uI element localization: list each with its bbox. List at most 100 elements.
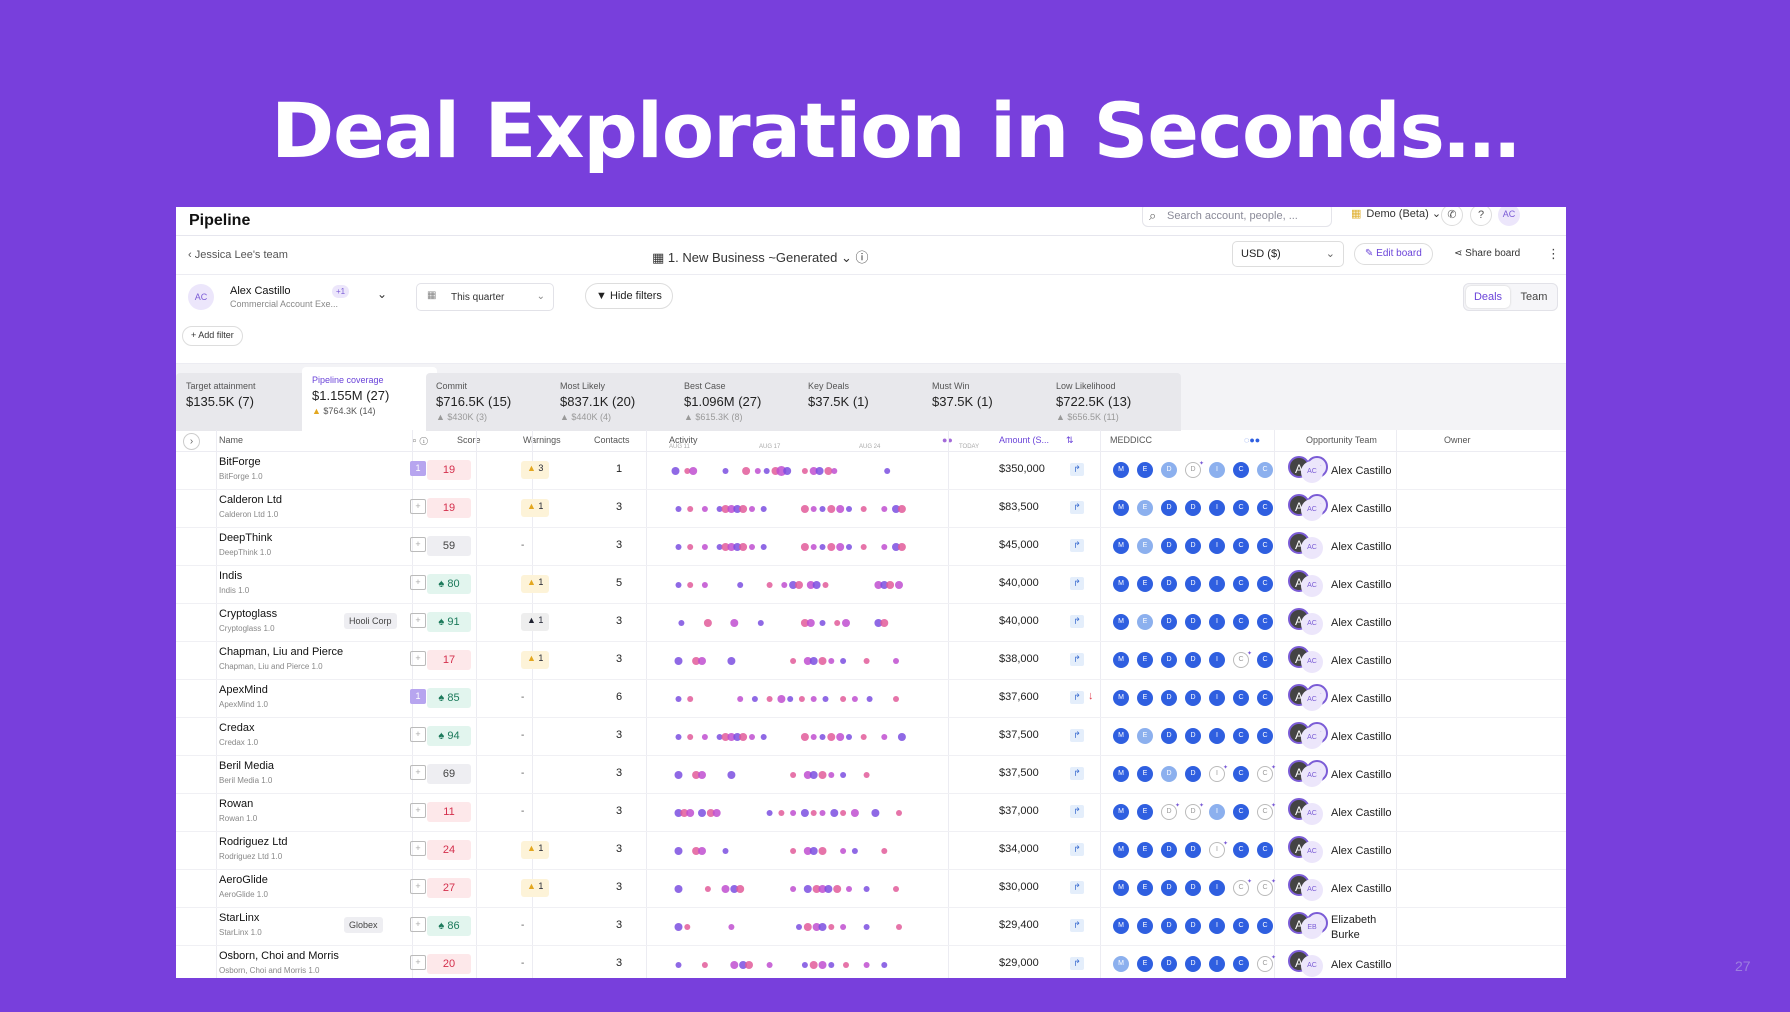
deal-name[interactable]: Osborn, Choi and Morris <box>219 950 339 962</box>
owner-name[interactable]: Alex Castillo <box>1331 655 1392 667</box>
activity-dot[interactable] <box>824 467 833 475</box>
activity-dot[interactable] <box>840 696 847 702</box>
meddicc-badge[interactable]: C <box>1257 500 1273 516</box>
meddicc-toggle-icon[interactable]: ◌●● <box>1244 435 1261 445</box>
activity-dot[interactable] <box>790 810 797 816</box>
activity-dot[interactable] <box>687 506 694 512</box>
activity-dot[interactable] <box>871 809 880 817</box>
meddicc-badge[interactable]: I <box>1209 837 1228 858</box>
meddicc-badge[interactable]: D <box>1185 690 1201 706</box>
activity-dot[interactable] <box>674 885 683 893</box>
activity-dot[interactable] <box>751 696 758 702</box>
activity-dot[interactable] <box>716 734 723 740</box>
deal-name[interactable]: DeepThink <box>219 532 273 544</box>
activity-dot[interactable] <box>803 885 812 893</box>
comment-icon[interactable]: + <box>410 917 426 932</box>
meddicc-badge[interactable]: C <box>1257 728 1273 744</box>
comment-icon[interactable]: + <box>410 651 426 666</box>
table-row[interactable]: ApexMind ApexMind 1.0 1 ♠ 85-6 $37,600 ↱ ↓ M E D D… <box>176 680 1566 718</box>
activity-dot[interactable] <box>692 657 701 665</box>
extra-users-badge[interactable]: +1 <box>332 285 350 298</box>
activity-dot[interactable] <box>815 467 824 475</box>
meddicc-badge[interactable]: E <box>1137 804 1153 820</box>
activity-dot[interactable] <box>721 505 730 513</box>
activity-timeline[interactable] <box>652 604 946 642</box>
meddicc-badge[interactable]: C <box>1257 462 1273 478</box>
deal-name[interactable]: StarLinx <box>219 912 260 924</box>
activity-dot[interactable] <box>687 696 694 702</box>
meddicc-badge[interactable]: I <box>1209 500 1225 516</box>
deal-name[interactable]: ApexMind <box>219 684 268 696</box>
activity-timeline[interactable] <box>652 566 946 604</box>
activity-dot[interactable] <box>704 886 711 892</box>
activity-dot[interactable] <box>687 582 694 588</box>
activity-dot[interactable] <box>701 734 708 740</box>
meddicc-badge[interactable]: D <box>1161 728 1177 744</box>
activity-dot[interactable] <box>836 505 845 513</box>
activity-dot[interactable] <box>745 961 753 969</box>
meddicc-badge[interactable]: C <box>1233 875 1252 896</box>
owner-name[interactable]: Alex Castillo <box>1331 617 1392 629</box>
activity-dot[interactable] <box>674 847 683 855</box>
activity-dot[interactable] <box>776 466 787 476</box>
activity-dot[interactable] <box>831 468 838 474</box>
activity-dot[interactable] <box>896 810 902 816</box>
activity-dot[interactable] <box>810 544 817 550</box>
col-warnings[interactable]: Warnings <box>523 435 561 445</box>
activity-dot[interactable] <box>809 847 818 855</box>
meddicc-badge[interactable]: D <box>1185 457 1204 478</box>
activity-dot[interactable] <box>790 658 797 664</box>
activity-dot[interactable] <box>680 809 689 817</box>
activity-dot[interactable] <box>674 923 683 931</box>
meddicc-badge[interactable]: E <box>1137 690 1153 706</box>
meddicc-badge[interactable]: M <box>1113 842 1129 858</box>
activity-dot[interactable] <box>675 962 682 968</box>
table-row[interactable]: Calderon Ltd Calderon Ltd 1.0 +19 ▲ 1 3 $83,5… <box>176 490 1566 528</box>
comment-icon[interactable]: + <box>410 765 426 780</box>
table-row[interactable]: Chapman, Liu and Pierce Chapman, Liu and … <box>176 642 1566 680</box>
deal-name[interactable]: Rowan <box>219 798 254 810</box>
meddicc-badge[interactable]: C <box>1233 728 1249 744</box>
forecast-card[interactable]: Target attainment $135.5K (7) <box>176 373 311 431</box>
table-row[interactable]: StarLinx StarLinx 1.0 Globex + ♠ 86-3 $29,400… <box>176 908 1566 946</box>
activity-dot[interactable] <box>881 506 888 512</box>
activity-dot[interactable] <box>698 809 706 817</box>
trend-icon[interactable]: ↱ <box>1070 463 1084 476</box>
meddicc-badge[interactable]: C <box>1257 576 1273 592</box>
activity-dot[interactable] <box>803 657 812 665</box>
activity-dot[interactable] <box>787 696 794 702</box>
forecast-card[interactable]: Low Likelihood $722.5K (13) ▲ $656.5K (11) <box>1046 373 1181 431</box>
meddicc-badge[interactable]: M <box>1113 956 1129 972</box>
activity-dot[interactable] <box>863 886 870 892</box>
meddicc-badge[interactable]: E <box>1137 918 1153 934</box>
activity-dot[interactable] <box>766 582 773 588</box>
meddicc-badge[interactable]: M <box>1113 614 1129 630</box>
meddicc-badge[interactable]: E <box>1137 842 1153 858</box>
comment-icon[interactable]: 1 <box>410 461 426 476</box>
activity-dot[interactable] <box>850 809 859 817</box>
activity-dot[interactable] <box>800 505 809 513</box>
warning-badge[interactable]: ▲ 1 <box>521 651 550 669</box>
meddicc-badge[interactable]: C <box>1257 842 1273 858</box>
activity-dot[interactable] <box>893 696 899 702</box>
activity-dot[interactable] <box>818 885 827 893</box>
meddicc-badge[interactable]: D <box>1161 842 1177 858</box>
activity-dot[interactable] <box>684 468 691 474</box>
edit-board-button[interactable]: ✎ Edit board <box>1354 243 1433 265</box>
warning-badge[interactable]: ▲ 1 <box>521 841 550 859</box>
trend-icon[interactable]: ↱ <box>1070 653 1084 666</box>
activity-dot[interactable] <box>834 620 841 626</box>
owner-name[interactable]: Alex Castillo <box>1331 503 1392 515</box>
comment-icon[interactable]: + <box>410 499 426 514</box>
activity-dot[interactable] <box>830 809 839 817</box>
activity-dot[interactable] <box>801 962 808 968</box>
forecast-card[interactable]: Best Case $1.096M (27) ▲ $615.3K (8) <box>674 373 809 431</box>
activity-dot[interactable] <box>698 657 706 665</box>
activity-dot[interactable] <box>818 923 827 931</box>
meddicc-badge[interactable]: M <box>1113 880 1129 896</box>
activity-dot[interactable] <box>828 924 835 930</box>
meddicc-badge[interactable]: C <box>1257 918 1273 934</box>
activity-timeline[interactable] <box>652 528 946 566</box>
table-row[interactable]: Cryptoglass Cryptoglass 1.0 Hooli Corp + ♠ 9… <box>176 604 1566 642</box>
activity-dot[interactable] <box>828 658 835 664</box>
